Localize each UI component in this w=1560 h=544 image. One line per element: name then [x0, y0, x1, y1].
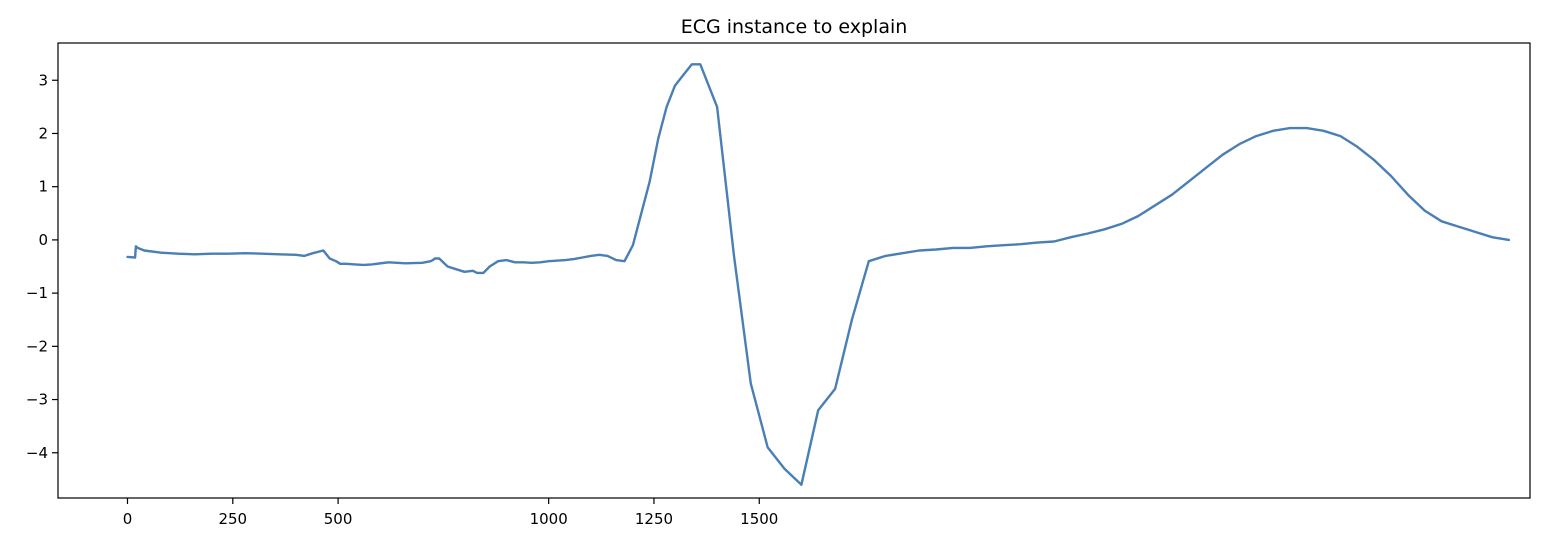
y-tick-label: −4 — [26, 444, 48, 462]
y-tick-label: 1 — [38, 178, 48, 196]
x-axis: 0 250 500 1000 1250 1500 — [123, 498, 778, 528]
y-tick-label: −3 — [26, 391, 48, 409]
x-tick-label: 1500 — [740, 510, 778, 528]
plot-area — [126, 63, 1511, 486]
axes-frame — [57, 42, 1531, 499]
x-tick-label: 250 — [218, 510, 247, 528]
x-tick-label: 1250 — [635, 510, 673, 528]
x-tick-label: 0 — [123, 510, 133, 528]
y-tick-label: −1 — [26, 284, 48, 302]
y-tick-label: 0 — [38, 231, 48, 249]
chart-title: ECG instance to explain — [681, 16, 908, 38]
y-tick-label: −2 — [26, 337, 48, 355]
y-tick-label: 2 — [38, 124, 48, 142]
x-tick-label: 500 — [324, 510, 353, 528]
y-tick-label: 3 — [38, 71, 48, 89]
y-axis: 3 2 1 0 −1 −2 −3 −4 — [26, 71, 58, 462]
x-tick-label: 1000 — [530, 510, 568, 528]
ecg-series-line — [126, 63, 1511, 486]
